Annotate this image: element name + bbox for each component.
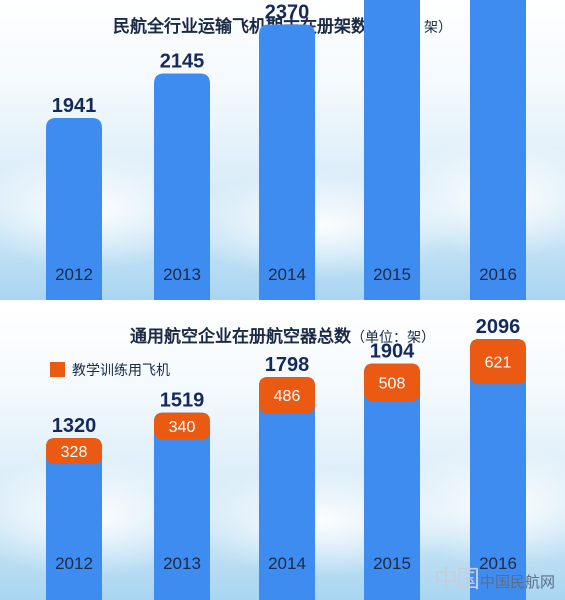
x-tick-label-2015: 2015 bbox=[373, 554, 411, 573]
bar-2016 bbox=[470, 0, 526, 300]
training-label-2012: 328 bbox=[61, 444, 88, 461]
transport-aircraft-bar-chart: 1941201221452013237020142650201529502016 bbox=[46, 0, 526, 300]
general-aviation-bar-chart: 教学训练用飞机 328 1320 2012 340 1519 2013 486 1798 2014… bbox=[46, 316, 526, 600]
bar-2012 bbox=[46, 438, 102, 600]
training-label-2015: 508 bbox=[379, 375, 406, 392]
bar-2014 bbox=[259, 24, 315, 300]
general-aviation-chart-panel: 通用航空企业在册航空器总数（单位：架） 教学训练用飞机 328 1320 2012 34… bbox=[0, 306, 565, 600]
bar-2012 bbox=[46, 118, 102, 300]
training-segment-2016 bbox=[470, 339, 526, 385]
bar-2013 bbox=[154, 412, 210, 600]
x-tick-label-2016: 2016 bbox=[479, 554, 517, 573]
legend-label: 教学训练用飞机 bbox=[72, 363, 170, 379]
x-tick-label-2014: 2014 bbox=[268, 265, 306, 284]
bar-2014 bbox=[259, 377, 315, 600]
training-segment-2015 bbox=[364, 363, 420, 402]
x-tick-label-2013: 2013 bbox=[163, 265, 201, 284]
watermark: 中国 中国民航网 bbox=[433, 565, 555, 593]
x-tick-label-2014: 2014 bbox=[268, 554, 306, 573]
watermark-logo-icon: 中国 bbox=[433, 565, 480, 593]
training-label-2013: 340 bbox=[169, 419, 196, 436]
training-label-2014: 486 bbox=[274, 388, 301, 405]
bar-2015 bbox=[364, 363, 420, 600]
total-label-2012: 1320 bbox=[52, 415, 97, 437]
transport-aircraft-chart-panel: 民航全行业运输飞机期末在册架数（单位：架） 194120122145201323… bbox=[0, 0, 565, 300]
x-tick-label-2012: 2012 bbox=[55, 554, 93, 573]
total-label-2013: 1519 bbox=[160, 390, 205, 412]
x-tick-label-2015: 2015 bbox=[373, 265, 411, 284]
x-tick-label-2012: 2012 bbox=[55, 265, 93, 284]
x-tick-label-2016: 2016 bbox=[479, 265, 517, 284]
bar-2016 bbox=[470, 339, 526, 600]
training-label-2016: 621 bbox=[485, 355, 512, 372]
x-tick-label-2013: 2013 bbox=[163, 554, 201, 573]
legend-swatch bbox=[50, 362, 65, 377]
data-label-2012: 1941 bbox=[52, 95, 97, 117]
chart-title: 通用航空企业在册航空器总数（单位：架） bbox=[130, 327, 435, 347]
total-label-2016: 2096 bbox=[476, 316, 521, 338]
bar-2015 bbox=[364, 0, 420, 300]
total-label-2015: 1904 bbox=[370, 341, 415, 363]
data-label-2014: 2370 bbox=[265, 1, 310, 23]
total-label-2014: 1798 bbox=[265, 354, 310, 376]
training-segment-2013 bbox=[154, 412, 210, 440]
training-segment-2014 bbox=[259, 377, 315, 414]
bar-2013 bbox=[154, 73, 210, 300]
data-label-2013: 2145 bbox=[160, 51, 205, 73]
training-segment-2012 bbox=[46, 438, 102, 464]
